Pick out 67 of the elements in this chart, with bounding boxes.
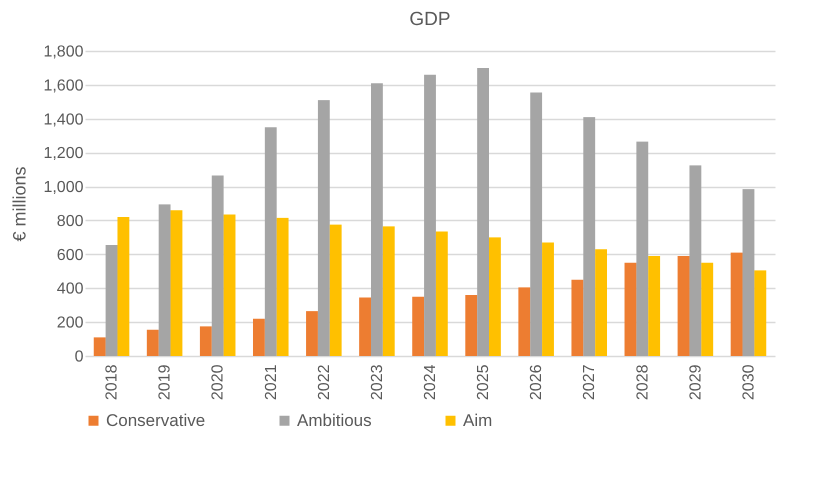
x-tick-label: 2030 (740, 364, 758, 400)
y-tick-label: 1,200 (43, 145, 84, 162)
bar (477, 68, 490, 356)
bar (117, 217, 130, 356)
x-tick-label: 2025 (475, 364, 492, 400)
y-tick-label: 1,800 (43, 44, 84, 60)
bar (530, 92, 542, 356)
y-axis-title: € millions (9, 166, 30, 242)
x-tick-label: 2029 (687, 364, 704, 400)
y-tick-label: 1,000 (43, 179, 84, 196)
bar (212, 176, 224, 356)
y-tick-label: 200 (56, 314, 84, 332)
bar (318, 100, 330, 356)
y-tick-label: 0 (74, 348, 84, 366)
bar (730, 252, 743, 356)
bar (382, 226, 395, 356)
y-tick-label: 400 (56, 280, 84, 298)
bar (754, 270, 766, 356)
bar (518, 287, 530, 356)
bar (412, 296, 424, 356)
bar (146, 330, 159, 356)
bar (636, 142, 648, 356)
bar (170, 210, 182, 356)
y-tick-label: 600 (56, 246, 84, 264)
legend-label: Conservative (106, 410, 206, 430)
bar (648, 256, 660, 356)
bar (678, 256, 690, 356)
bar (424, 74, 436, 356)
bar (94, 337, 106, 356)
x-tick-label: 2027 (581, 364, 598, 400)
y-tick-label: 1,400 (43, 111, 84, 128)
x-tick-label: 2026 (528, 364, 546, 400)
bar (465, 295, 478, 356)
x-tick-label: 2021 (262, 364, 280, 400)
y-tick-label: 800 (56, 212, 84, 230)
bar (359, 298, 371, 356)
bar (624, 262, 636, 356)
bar (158, 204, 171, 356)
y-tick-label: 1,600 (43, 77, 84, 94)
bar (330, 224, 342, 356)
bar (595, 249, 608, 356)
bar (306, 311, 318, 356)
legend-label: Ambitious (297, 410, 372, 430)
bar (276, 218, 289, 356)
bar (224, 214, 236, 356)
x-tick-label: 2023 (368, 364, 386, 400)
bar (436, 231, 448, 356)
bar (689, 165, 702, 356)
x-tick-label: 2028 (634, 364, 652, 400)
bar (542, 242, 554, 356)
legend-label: Aim (463, 410, 492, 430)
bar (571, 280, 584, 356)
chart-title: GDP (409, 9, 451, 30)
bar (252, 318, 265, 356)
bar (200, 326, 212, 356)
bar (106, 245, 118, 356)
x-tick-label: 2022 (316, 364, 333, 400)
bar (701, 262, 714, 356)
bar (583, 117, 596, 356)
x-tick-label: 2018 (104, 364, 121, 400)
x-tick-label: 2024 (422, 364, 439, 400)
x-tick-label: 2019 (156, 364, 174, 400)
bar (489, 237, 501, 356)
x-tick-label: 2020 (210, 364, 227, 400)
bar (742, 189, 754, 356)
bar (370, 83, 383, 356)
bar (264, 127, 277, 356)
